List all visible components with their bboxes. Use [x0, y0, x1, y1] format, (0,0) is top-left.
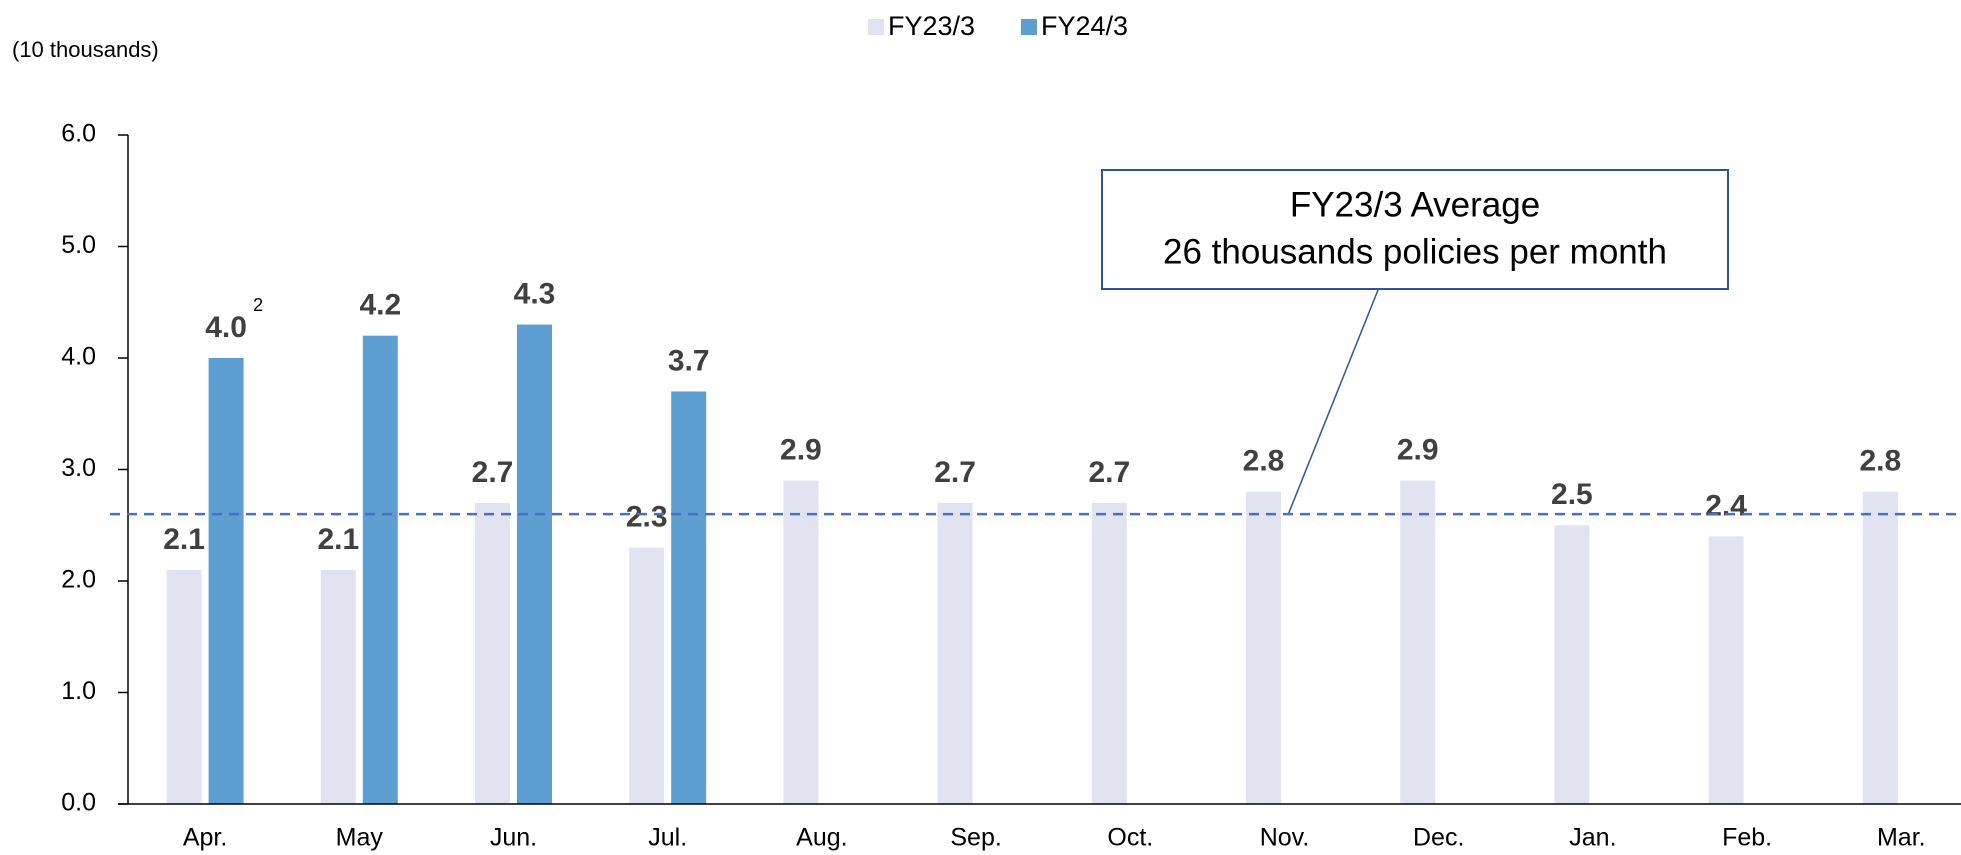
bar — [1091, 502, 1127, 804]
y-tick-label: 6.0 — [61, 120, 96, 148]
callout-line — [1287, 289, 1379, 516]
bar — [208, 358, 244, 804]
annotation-text: FY23/3 Average — [1290, 185, 1540, 224]
legend-swatch — [868, 19, 884, 35]
legend-label: FY23/3 — [888, 11, 975, 41]
bar — [166, 569, 202, 804]
y-tick-label: 2.0 — [61, 566, 96, 594]
x-tick-label: Dec. — [1413, 824, 1464, 852]
x-tick-label: Nov. — [1260, 824, 1310, 852]
bar — [362, 335, 398, 804]
bar — [783, 480, 819, 804]
value-label: 2.1 — [317, 523, 359, 556]
annotation-text: 26 thousands policies per month — [1163, 232, 1667, 271]
bar — [1554, 525, 1590, 804]
y-tick-label: 1.0 — [61, 677, 96, 705]
y-tick-label: 5.0 — [61, 231, 96, 259]
value-label: 4.2 — [359, 289, 401, 322]
bar — [1246, 491, 1281, 804]
x-tick-label: Jan. — [1569, 824, 1616, 852]
y-tick-label: 4.0 — [61, 343, 96, 371]
x-tick-label: Sep. — [950, 824, 1001, 852]
value-label: 4.3 — [514, 277, 556, 310]
value-label: 2.7 — [472, 456, 514, 489]
bar — [1862, 491, 1898, 804]
x-tick-label: Aug. — [796, 824, 847, 852]
value-label: 4.0 — [205, 311, 247, 344]
value-label: 2.5 — [1551, 478, 1593, 511]
bar — [475, 502, 510, 804]
value-label: 2.7 — [1088, 456, 1130, 489]
x-tick-label: Feb. — [1722, 824, 1772, 852]
value-label: 2.7 — [934, 456, 976, 489]
annotation-box — [1101, 169, 1729, 290]
bar — [671, 391, 707, 804]
value-label: 2.3 — [626, 500, 668, 533]
bar — [517, 324, 552, 804]
x-tick-label: Apr. — [183, 824, 227, 852]
y-tick-label: 3.0 — [61, 454, 96, 482]
bar — [629, 547, 665, 804]
value-label: 3.7 — [668, 344, 710, 377]
bar — [1708, 536, 1744, 804]
unit-label: (10 thousands) — [12, 37, 159, 62]
x-tick-label: May — [336, 824, 384, 852]
bar — [320, 569, 356, 804]
note-mark: 2 — [253, 295, 263, 315]
legend-swatch — [1021, 19, 1037, 35]
value-label: 2.9 — [1397, 434, 1439, 467]
bar — [1400, 480, 1436, 804]
value-label: 2.8 — [1859, 445, 1901, 478]
value-label: 2.1 — [163, 523, 205, 556]
x-tick-label: Jul. — [648, 824, 687, 852]
x-tick-label: Oct. — [1107, 824, 1153, 852]
value-label: 2.4 — [1705, 489, 1747, 522]
value-label: 2.8 — [1243, 445, 1285, 478]
value-label: 2.9 — [780, 434, 822, 467]
x-tick-label: Mar. — [1877, 824, 1926, 852]
y-tick-label: 0.0 — [61, 789, 96, 817]
x-tick-label: Jun. — [490, 824, 537, 852]
bar — [937, 502, 973, 804]
legend-label: FY24/3 — [1041, 11, 1128, 41]
